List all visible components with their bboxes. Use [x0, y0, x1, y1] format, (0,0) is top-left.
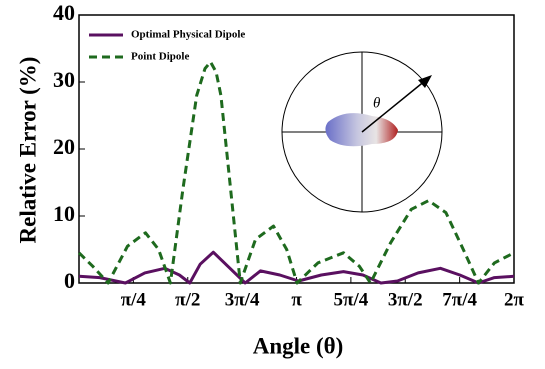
- x-tick-label: 3π/4: [225, 289, 260, 310]
- y-axis-label: Relative Error (%): [15, 57, 40, 244]
- y-tick-label: 20: [53, 134, 75, 159]
- series-line: [77, 60, 515, 285]
- y-tick-label: 30: [53, 67, 75, 92]
- x-axis-label: Angle (θ): [253, 333, 344, 358]
- inset-label: θ: [373, 95, 381, 111]
- inset: θ: [281, 51, 443, 213]
- x-tick-label: π: [291, 289, 302, 310]
- x-tick-label: π/2: [175, 289, 200, 310]
- x-tick-label: 2π: [504, 289, 525, 310]
- x-tick-label: 7π/4: [442, 289, 477, 310]
- x-tick-label: 5π/4: [334, 289, 369, 310]
- y-tick-label: 40: [53, 0, 75, 25]
- x-tick-label: π/4: [121, 289, 147, 310]
- y-tick-label: 0: [64, 268, 75, 293]
- inset-arrow: [361, 79, 427, 133]
- legend-label: Point Dipole: [131, 51, 189, 63]
- x-tick-label: 3π/2: [388, 289, 423, 310]
- molecule: [325, 113, 398, 147]
- legend-label: Optimal Physical Dipole: [131, 29, 245, 41]
- arrow-head: [418, 75, 432, 88]
- y-tick-label: 10: [53, 201, 75, 226]
